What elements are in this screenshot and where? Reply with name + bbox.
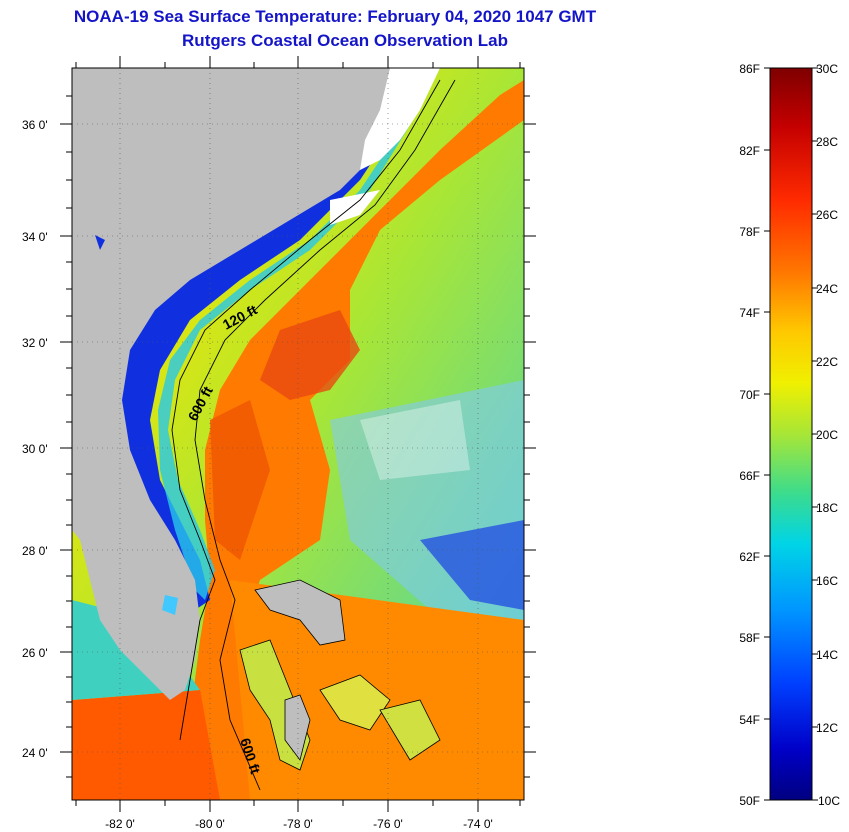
no-data-region <box>360 68 440 170</box>
colorbar-c-label: 26C <box>816 208 838 222</box>
lon-label: -74 0' <box>463 817 493 831</box>
colorbar-f-label: 50F <box>739 794 760 808</box>
lat-label: 24 0' <box>22 746 48 760</box>
lat-label: 30 0' <box>22 442 48 456</box>
island <box>284 694 311 761</box>
map-subtitle: Rutgers Coastal Ocean Observation Lab <box>182 31 508 50</box>
longitude-labels: -82 0' -80 0' -78 0' -76 0' -74 0' <box>105 817 493 831</box>
latitude-labels: 36 0' 34 0' 32 0' 30 0' 28 0' 26 0' 24 0… <box>22 118 48 760</box>
map-title: NOAA-19 Sea Surface Temperature: Februar… <box>73 7 597 26</box>
lon-label: -76 0' <box>373 817 403 831</box>
colorbar-f-label: 62F <box>739 550 760 564</box>
island <box>254 579 346 646</box>
colorbar-c-label: 18C <box>816 501 838 515</box>
lat-label: 26 0' <box>22 646 48 660</box>
lat-label: 34 0' <box>22 230 48 244</box>
colorbar-c-label: 28C <box>816 135 838 149</box>
lat-label: 28 0' <box>22 544 48 558</box>
color-bar-scale <box>769 67 813 801</box>
colorbar-c-label: 14C <box>816 648 838 662</box>
colorbar-f-label: 54F <box>739 713 760 727</box>
island <box>379 699 441 761</box>
colorbar-c-label: 30C <box>816 62 838 76</box>
colorbar-c-label: 12C <box>816 721 838 735</box>
colorbar-f-label: 70F <box>739 388 760 402</box>
axis-ticks <box>60 56 536 812</box>
colorbar-c-label: 22C <box>816 355 838 369</box>
graticule <box>72 68 524 800</box>
lon-label: -80 0' <box>195 817 225 831</box>
colorbar-c-label: 16C <box>816 574 838 588</box>
colorbar-f-label: 74F <box>739 306 760 320</box>
lon-label: -78 0' <box>283 817 313 831</box>
colorbar-f-label: 66F <box>739 469 760 483</box>
minor-ticks <box>66 62 530 806</box>
colorbar-c-label: 10C <box>818 794 840 808</box>
colorbar-f-label: 58F <box>739 631 760 645</box>
color-bar: 86F 82F 78F 74F 70F 66F 62F 58F 54F 50F … <box>739 62 840 808</box>
lon-label: -82 0' <box>105 817 135 831</box>
land-mass <box>72 68 430 700</box>
island <box>319 674 391 731</box>
no-data-region <box>330 190 380 225</box>
lat-label: 36 0' <box>22 118 48 132</box>
colorbar-f-label: 82F <box>739 144 760 158</box>
colorbar-c-label: 24C <box>816 282 838 296</box>
lat-label: 32 0' <box>22 336 48 350</box>
colorbar-f-label: 78F <box>739 225 760 239</box>
colorbar-c-label: 20C <box>816 428 838 442</box>
colorbar-f-label: 86F <box>739 62 760 76</box>
